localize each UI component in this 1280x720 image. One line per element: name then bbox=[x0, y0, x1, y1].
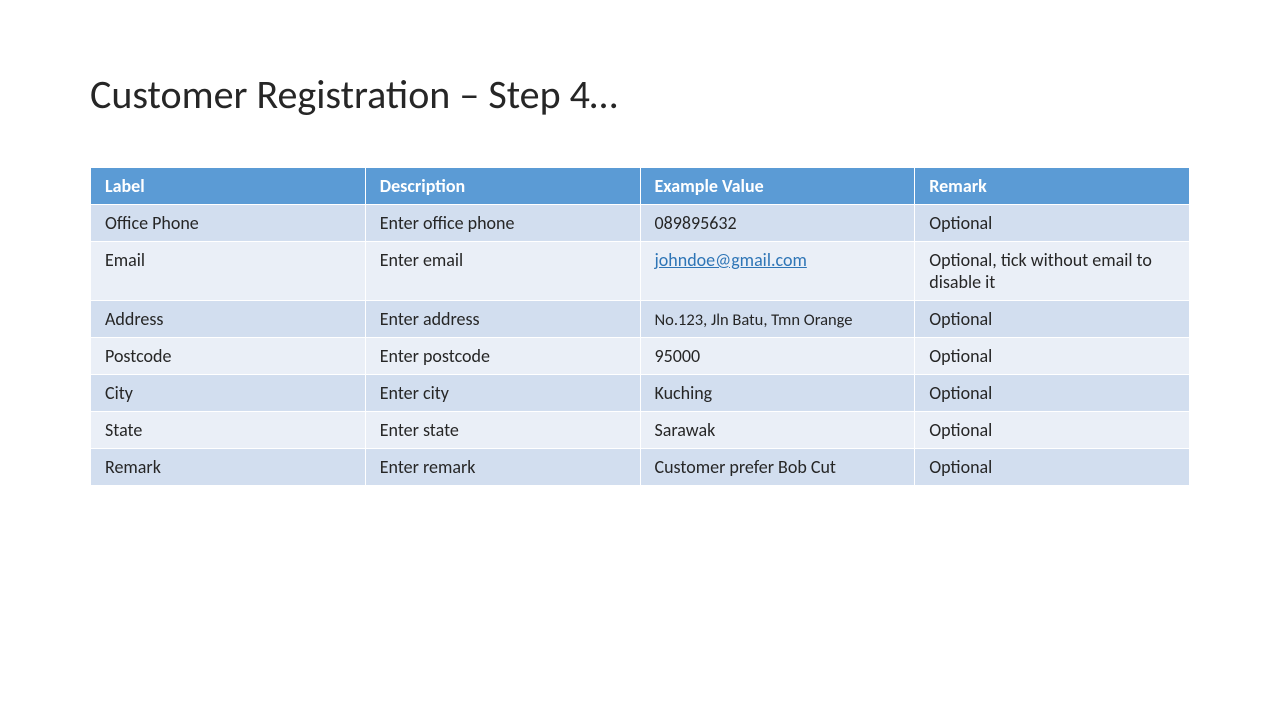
cell-label: City bbox=[91, 375, 366, 412]
cell-remark: Optional bbox=[915, 205, 1190, 242]
table-row: Address Enter address No.123, Jln Batu, … bbox=[91, 301, 1190, 338]
cell-label: State bbox=[91, 412, 366, 449]
cell-label: Office Phone bbox=[91, 205, 366, 242]
cell-description: Enter state bbox=[365, 412, 640, 449]
cell-remark: Optional bbox=[915, 412, 1190, 449]
col-header-description: Description bbox=[365, 168, 640, 205]
cell-description: Enter remark bbox=[365, 449, 640, 486]
cell-remark: Optional bbox=[915, 375, 1190, 412]
col-header-label: Label bbox=[91, 168, 366, 205]
col-header-example: Example Value bbox=[640, 168, 915, 205]
registration-fields-table: Label Description Example Value Remark O… bbox=[90, 167, 1190, 486]
cell-example: 089895632 bbox=[640, 205, 915, 242]
table-row: State Enter state Sarawak Optional bbox=[91, 412, 1190, 449]
table-header-row: Label Description Example Value Remark bbox=[91, 168, 1190, 205]
cell-example: 95000 bbox=[640, 338, 915, 375]
cell-example: Customer prefer Bob Cut bbox=[640, 449, 915, 486]
table-row: Office Phone Enter office phone 08989563… bbox=[91, 205, 1190, 242]
cell-description: Enter office phone bbox=[365, 205, 640, 242]
email-link[interactable]: johndoe@gmail.com bbox=[655, 249, 807, 271]
cell-example: johndoe@gmail.com bbox=[640, 242, 915, 301]
cell-remark: Optional bbox=[915, 449, 1190, 486]
cell-description: Enter email bbox=[365, 242, 640, 301]
table-row: City Enter city Kuching Optional bbox=[91, 375, 1190, 412]
table-row: Postcode Enter postcode 95000 Optional bbox=[91, 338, 1190, 375]
cell-remark: Optional, tick without email to disable … bbox=[915, 242, 1190, 301]
cell-description: Enter city bbox=[365, 375, 640, 412]
cell-remark: Optional bbox=[915, 301, 1190, 338]
cell-remark: Optional bbox=[915, 338, 1190, 375]
table-row: Email Enter email johndoe@gmail.com Opti… bbox=[91, 242, 1190, 301]
cell-example-text: No.123, Jln Batu, Tmn Orange bbox=[655, 310, 853, 330]
cell-label: Postcode bbox=[91, 338, 366, 375]
cell-description: Enter address bbox=[365, 301, 640, 338]
cell-description: Enter postcode bbox=[365, 338, 640, 375]
cell-example: No.123, Jln Batu, Tmn Orange bbox=[640, 301, 915, 338]
page-title: Customer Registration – Step 4… bbox=[90, 70, 1190, 119]
cell-label: Remark bbox=[91, 449, 366, 486]
table-row: Remark Enter remark Customer prefer Bob … bbox=[91, 449, 1190, 486]
cell-label: Email bbox=[91, 242, 366, 301]
cell-example: Sarawak bbox=[640, 412, 915, 449]
cell-label: Address bbox=[91, 301, 366, 338]
cell-example: Kuching bbox=[640, 375, 915, 412]
col-header-remark: Remark bbox=[915, 168, 1190, 205]
